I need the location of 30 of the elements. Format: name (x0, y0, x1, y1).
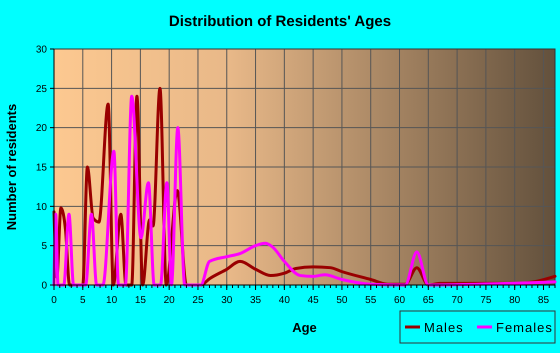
y-tick-label: 0 (41, 280, 48, 292)
x-tick-label: 80 (509, 295, 521, 306)
chart-title: Distribution of Residents' Ages (168, 13, 392, 30)
x-tick-label: 70 (452, 295, 464, 306)
x-tick-label: 60 (394, 295, 406, 306)
x-tick-label: 0 (51, 295, 58, 306)
y-axis-title: Number of residents (4, 104, 19, 230)
y-tick-label: 15 (36, 162, 48, 174)
x-tick-label: 85 (538, 295, 550, 306)
x-tick-label: 55 (365, 295, 377, 306)
x-tick-label: 20 (164, 295, 176, 306)
y-tick-label: 30 (36, 44, 48, 56)
y-tick-label: 25 (36, 84, 48, 95)
legend-label: Males (424, 320, 464, 335)
x-tick-label: 5 (80, 295, 86, 306)
x-tick-label: 15 (134, 295, 146, 306)
x-axis-title: Age (292, 320, 317, 335)
x-tick-label: 30 (221, 295, 233, 306)
x-tick-label: 65 (422, 295, 434, 306)
y-tick-label: 5 (41, 241, 48, 252)
y-tick-label: 20 (36, 123, 48, 134)
x-tick-label: 75 (480, 295, 492, 306)
legend-label: Females (496, 320, 553, 335)
x-tick-label: 45 (308, 295, 320, 306)
x-tick-label: 25 (192, 295, 204, 306)
x-tick-label: 40 (278, 295, 290, 306)
y-tick-label: 10 (36, 202, 48, 213)
x-tick-label: 35 (250, 295, 262, 306)
x-tick-label: 10 (106, 295, 118, 306)
x-tick-label: 50 (336, 295, 348, 306)
